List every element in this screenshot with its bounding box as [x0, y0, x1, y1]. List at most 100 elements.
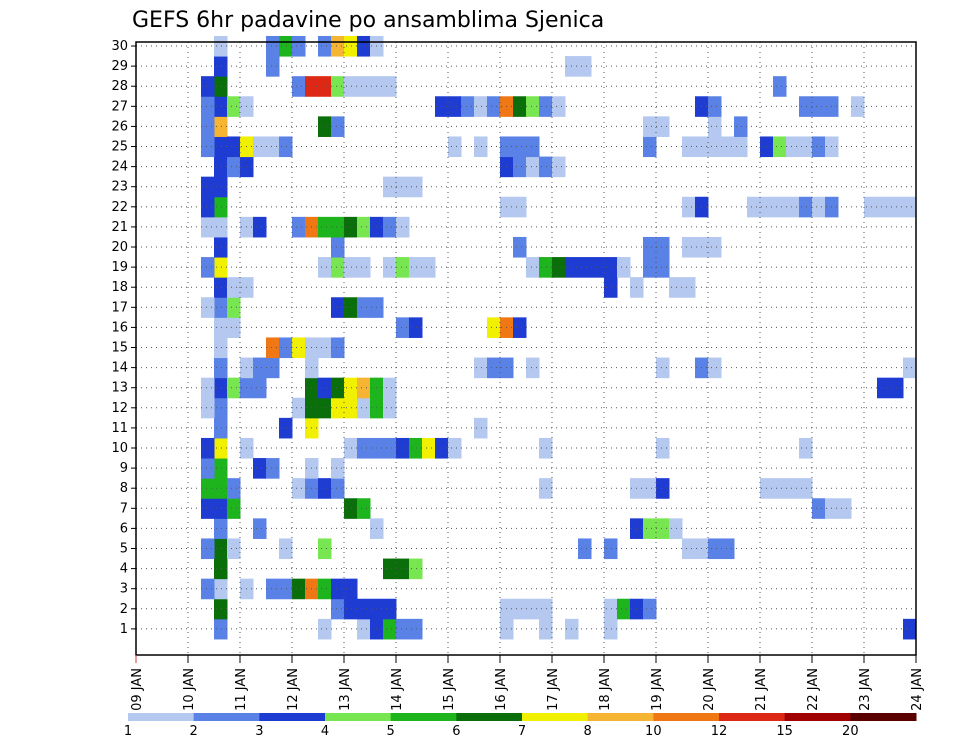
heatmap-cell	[331, 337, 345, 359]
heatmap-cell	[214, 236, 228, 258]
heatmap-cell	[214, 558, 228, 580]
heatmap-cell	[266, 136, 280, 158]
heatmap-cell	[396, 317, 410, 338]
heatmap-cell	[227, 156, 241, 178]
heatmap-cell	[214, 76, 228, 97]
grid	[135, 42, 917, 655]
heatmap-cell	[201, 377, 215, 399]
heatmap-cell	[344, 257, 358, 278]
heatmap-cell	[656, 518, 670, 539]
heatmap-cell	[526, 357, 540, 379]
heatmap-cell	[331, 598, 345, 620]
heatmap-cell	[279, 538, 293, 560]
heatmap-cell	[214, 196, 228, 218]
heatmap-cell	[799, 478, 813, 499]
heatmap-cell	[292, 76, 306, 97]
y-tick-label: 28	[111, 79, 128, 94]
heatmap-cell	[643, 116, 657, 137]
heatmap-cell	[552, 257, 566, 278]
colorbar-label: 10	[645, 724, 662, 739]
chart-title: GEFS 6hr padavine po ansamblima Sjenica	[132, 8, 604, 33]
heatmap-cell	[318, 578, 332, 600]
heatmap-cell	[253, 136, 267, 158]
heatmap-cell	[513, 598, 527, 620]
y-tick-label: 2	[120, 602, 128, 617]
colorbar-label: 1	[124, 724, 132, 739]
heatmap-cell	[214, 317, 228, 338]
y-tick-label: 21	[111, 220, 128, 235]
plot-frame	[135, 41, 917, 656]
heatmap-cell	[708, 357, 722, 379]
heatmap-cell	[539, 598, 553, 620]
heatmap-cell	[201, 196, 215, 218]
heatmap-cell	[214, 618, 228, 640]
heatmap-cell	[591, 257, 605, 278]
y-tick-label: 5	[120, 542, 128, 557]
heatmap-cell	[474, 136, 488, 158]
heatmap-cell	[656, 116, 670, 137]
heatmap-cell	[409, 257, 423, 278]
heatmap-cell	[734, 116, 748, 137]
heatmap-cell	[604, 277, 618, 298]
heatmap-cell	[474, 357, 488, 379]
heatmap-cell	[318, 538, 332, 560]
heatmap-cell	[253, 458, 267, 479]
heatmap-cell	[396, 558, 410, 580]
heatmap-cell	[539, 96, 553, 117]
heatmap-cell	[552, 156, 566, 178]
x-tick-label: 14 JAN	[390, 668, 405, 711]
y-tick-label: 23	[111, 180, 128, 195]
heatmap-cell	[214, 417, 228, 439]
y-tick-label: 25	[111, 140, 128, 155]
heatmap-cell	[396, 618, 410, 640]
heatmap-cell	[578, 56, 592, 77]
heatmap-cell	[513, 196, 527, 218]
heatmap-cell	[539, 478, 553, 499]
heatmap-cell	[214, 176, 228, 198]
heatmap-cell	[201, 257, 215, 278]
heatmap-cell	[318, 257, 332, 278]
heatmap-cell	[539, 618, 553, 640]
heatmap-cell	[279, 578, 293, 600]
heatmap-cell	[864, 196, 878, 218]
heatmap-cell	[318, 116, 332, 137]
heatmap-cell	[227, 498, 241, 519]
x-tick-label: 19 JAN	[650, 668, 665, 711]
heatmap-cell	[578, 257, 592, 278]
colorbar-swatch	[259, 713, 326, 721]
y-tick-label: 12	[111, 401, 128, 416]
heatmap-cell	[396, 437, 410, 459]
heatmap-cell	[214, 136, 228, 158]
heatmap-cell	[656, 478, 670, 499]
heatmap-cell	[604, 257, 618, 278]
x-tick-label: 15 JAN	[442, 668, 457, 711]
colorbar-swatch	[719, 713, 786, 721]
heatmap-cell	[851, 96, 865, 117]
heatmap-cell	[214, 297, 228, 318]
heatmap-cell	[214, 397, 228, 419]
heatmap-cell	[383, 176, 397, 198]
colorbar-label: 7	[518, 724, 526, 739]
heatmap-cell	[487, 96, 501, 117]
colorbar-swatch	[390, 713, 457, 721]
heatmap-cell	[708, 96, 722, 117]
heatmap-cell	[383, 558, 397, 580]
heatmap-cell	[786, 196, 800, 218]
heatmap-cell	[318, 618, 332, 640]
heatmap-cell	[214, 337, 228, 359]
colorbar-label: 20	[842, 724, 859, 739]
heatmap-cell	[461, 96, 475, 117]
colorbar-label: 12	[711, 724, 728, 739]
heatmap-cell	[513, 136, 527, 158]
heatmap-cell	[643, 257, 657, 278]
heatmap-cell	[201, 578, 215, 600]
heatmap-cell	[487, 357, 501, 379]
x-tick-label: 17 JAN	[546, 668, 561, 711]
y-tick-label: 29	[111, 59, 128, 74]
heatmap-cell	[331, 397, 345, 419]
heatmap-cell	[331, 297, 345, 318]
heatmap-cell	[357, 598, 371, 620]
heatmap-cell	[266, 35, 280, 57]
heatmap-cell	[253, 377, 267, 399]
heatmap-cell	[786, 136, 800, 158]
